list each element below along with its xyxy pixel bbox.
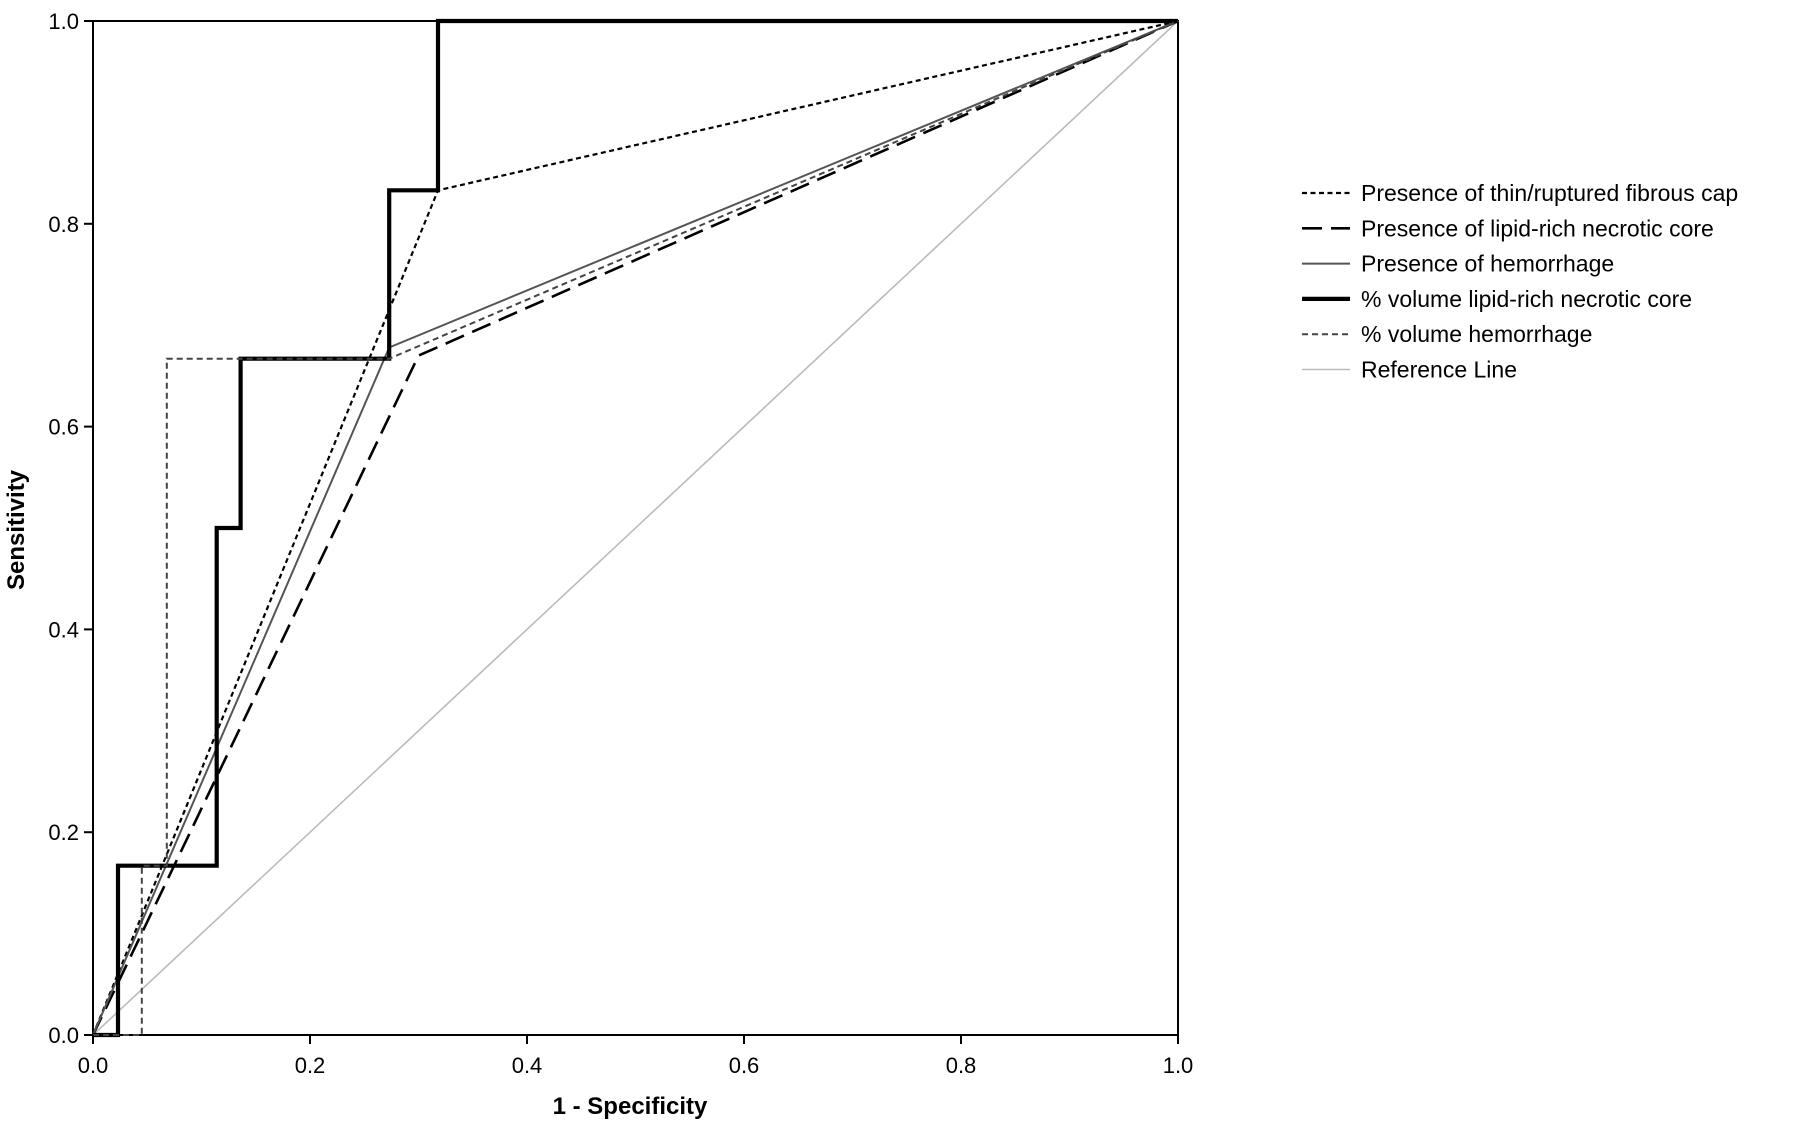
- legend-label-1: Presence of thin/ruptured fibrous cap: [1361, 180, 1738, 206]
- x-tick-label: 0.2: [295, 1053, 326, 1078]
- legend: Presence of thin/ruptured fibrous cap Pre…: [1302, 180, 1738, 383]
- y-tick-label: 0.8: [48, 212, 79, 237]
- y-tick-label: 0.4: [48, 617, 79, 642]
- x-axis: 0.0 0.2 0.4 0.6 0.8 1.0: [78, 1035, 1194, 1078]
- series-layer: [91, 18, 1179, 1038]
- legend-label-2: Presence of lipid-rich necrotic core: [1361, 215, 1714, 241]
- y-axis-title: Sensitivity: [3, 469, 30, 590]
- series-line-4: [93, 18, 1178, 1038]
- series-line-2: [91, 19, 1179, 1036]
- x-tick-label: 0.4: [512, 1053, 543, 1078]
- y-tick-label: 1.0: [48, 9, 79, 34]
- x-axis-title: 1 - Specificity: [553, 1093, 708, 1120]
- series-line-6: [92, 20, 1179, 1036]
- y-tick-label: 0.2: [48, 820, 79, 845]
- y-tick-label: 0.6: [48, 415, 79, 440]
- x-tick-label: 0.0: [78, 1053, 109, 1078]
- y-tick-label: 0.0: [48, 1023, 79, 1048]
- x-tick-label: 0.8: [946, 1053, 977, 1078]
- legend-label-3: Presence of hemorrhage: [1361, 251, 1614, 277]
- legend-label-4: % volume lipid-rich necrotic core: [1361, 286, 1692, 312]
- series-line-5: [93, 20, 1179, 1036]
- x-tick-label: 0.6: [729, 1053, 760, 1078]
- x-tick-label: 1.0: [1163, 1053, 1194, 1078]
- legend-label-5: % volume hemorrhage: [1361, 321, 1592, 347]
- legend-label-6: Reference Line: [1361, 357, 1517, 383]
- y-axis: 0.0 0.2 0.4 0.6 0.8 1.0: [48, 9, 93, 1048]
